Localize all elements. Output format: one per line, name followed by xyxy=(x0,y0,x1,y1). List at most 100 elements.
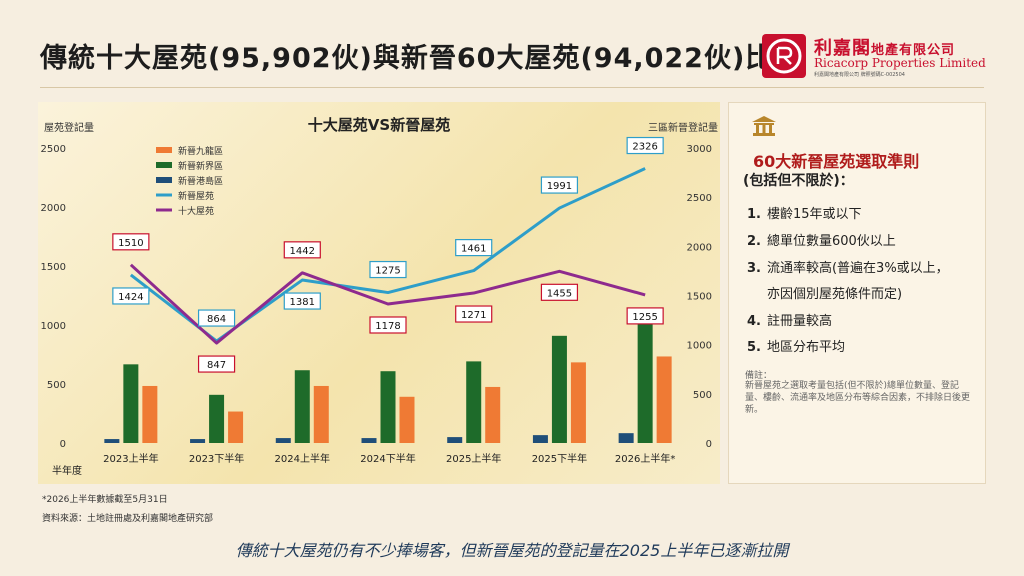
y-right-tick-label: 2500 xyxy=(687,193,712,204)
criteria-panel: 60大新晉屋苑選取準則 (包括但不限於)： 1. 樓齡15年或以下 2. 總單位數量… xyxy=(728,102,986,484)
data-label-new-estates-box xyxy=(626,136,664,155)
data-label-new-estates: 2326 xyxy=(632,142,657,153)
data-label-top-ten: 1255 xyxy=(632,312,657,323)
data-label-top-ten-box xyxy=(455,305,493,323)
note-text: 新晉屋苑之選取考量包括(但不限於)總單位數量、登記量、樓齡、流通率及地區分布等綜… xyxy=(745,381,971,415)
logo-badge-icon xyxy=(762,34,806,78)
bar-new-territories xyxy=(123,364,139,443)
logo-license: 利嘉閣地產有限公司 牌照號碼C-002504 xyxy=(814,72,905,78)
data-label-new-estates-box xyxy=(369,260,407,279)
y-left-tick-label: 0 xyxy=(60,439,66,450)
y-left-tick-label: 500 xyxy=(47,380,66,391)
logo-english-name: Ricacorp Properties Limited xyxy=(814,56,986,70)
data-label-new-estates-box xyxy=(540,176,579,194)
legend-swatch xyxy=(156,162,172,168)
y-left-tick-label: 2500 xyxy=(41,144,66,155)
bar-new-territories xyxy=(551,335,567,443)
logo-chinese-name: 利嘉閣地產有限公司 xyxy=(814,38,956,59)
data-label-new-estates-box xyxy=(197,309,236,327)
data-label-top-ten-box xyxy=(626,307,664,325)
legend-swatch xyxy=(156,147,172,153)
bar-new-territories xyxy=(209,394,225,443)
bar-hong-kong-island xyxy=(447,437,463,443)
data-label-new-estates: 1424 xyxy=(118,292,143,303)
criteria-item-continued: 亦因個別屋苑條件而定) xyxy=(767,287,903,302)
criteria-item: 3. 流通率較高(普遍在3%或以上， xyxy=(747,261,949,276)
data-label-top-ten: 1271 xyxy=(461,310,486,321)
y-right-tick-label: 1500 xyxy=(687,292,712,303)
y-left-tick-label: 2000 xyxy=(41,203,66,214)
bar-hong-kong-island xyxy=(190,439,206,443)
legend-label: 十大屋苑 xyxy=(178,205,214,217)
x-tick-label: 2025上半年 xyxy=(446,452,501,465)
criteria-item: 2. 總單位數量600伙以上 xyxy=(747,234,896,249)
bar-hong-kong-island xyxy=(532,435,548,443)
x-tick-label: 2024上半年 xyxy=(275,452,330,465)
y-axis-left-label: 屋苑登記量 xyxy=(44,121,94,134)
legend-label: 新晉新界區 xyxy=(178,160,223,172)
bar-kowloon xyxy=(656,356,672,443)
bar-kowloon xyxy=(228,411,244,443)
criteria-item: 1. 樓齡15年或以下 xyxy=(747,207,862,222)
data-label-top-ten: 1178 xyxy=(375,321,400,332)
y-right-tick-label: 0 xyxy=(706,439,712,450)
bar-hong-kong-island xyxy=(275,438,291,443)
page-title: 傳統十大屋苑(95,902伙)與新晉60大屋苑(94,022伙)比較 xyxy=(40,43,802,74)
bar-new-territories xyxy=(466,361,482,443)
y-left-tick-label: 1000 xyxy=(41,321,66,332)
source-note: 資料來源：土地註冊處及利嘉閣地產研究部 xyxy=(42,514,214,524)
data-label-new-estates: 1381 xyxy=(290,297,315,308)
y-axis-right-label: 三區新晉登記量 xyxy=(648,121,718,134)
bar-kowloon xyxy=(313,385,329,443)
data-label-top-ten-box xyxy=(369,316,407,334)
criteria-subtitle: (包括但不限於)： xyxy=(743,173,854,189)
legend-label: 新晉港島區 xyxy=(178,175,223,187)
data-label-new-estates-box xyxy=(283,292,321,310)
title-divider xyxy=(40,87,984,88)
x-tick-label: 2023下半年 xyxy=(189,452,244,465)
data-label-top-ten-box xyxy=(283,241,321,259)
x-axis-label: 半年度 xyxy=(52,464,82,477)
bottom-caption: 傳統十大屋苑仍有不少捧場客，但新晉屋苑的登記量在2025上半年已逐漸拉開 xyxy=(235,541,789,560)
data-label-top-ten-box xyxy=(197,355,236,373)
y-right-tick-label: 1000 xyxy=(687,341,712,352)
legend-label: 新晉九龍區 xyxy=(178,145,223,157)
data-label-new-estates: 1991 xyxy=(547,181,572,192)
data-label-new-estates-box xyxy=(455,239,493,257)
x-tick-label: 2024下半年 xyxy=(360,452,415,465)
x-tick-label: 2026上半年* xyxy=(615,452,675,465)
criteria-item: 5. 地區分布平均 xyxy=(747,340,845,355)
y-right-tick-label: 500 xyxy=(693,390,712,401)
data-label-top-ten: 1455 xyxy=(547,288,572,299)
combo-chart: 十大屋苑VS新晉屋苑 屋苑登記量 三區新晉登記量 0 500 1000 1500 2000 25… xyxy=(41,116,718,477)
x-tick-label: 2023上半年 xyxy=(103,452,158,465)
criteria-title: 60大新晉屋苑選取準則 xyxy=(753,152,920,171)
data-label-top-ten-box xyxy=(112,233,150,251)
bar-kowloon xyxy=(399,396,415,443)
bar-kowloon xyxy=(485,386,501,443)
chart-panel: 十大屋苑VS新晉屋苑 屋苑登記量 三區新晉登記量 0 500 1000 1500 2000 25… xyxy=(38,102,720,484)
data-label-top-ten: 1442 xyxy=(290,246,315,257)
data-label-new-estates: 1461 xyxy=(461,244,486,255)
bar-kowloon xyxy=(570,362,586,443)
data-label-top-ten: 1510 xyxy=(118,238,143,249)
bar-new-territories xyxy=(637,317,653,443)
bar-hong-kong-island xyxy=(361,438,377,443)
legend-label: 新晉屋苑 xyxy=(178,190,214,202)
note-title: 備註： xyxy=(745,371,773,381)
legend-swatch xyxy=(156,177,172,183)
line-top-ten-estates xyxy=(129,263,646,345)
data-label-new-estates: 1275 xyxy=(375,266,400,277)
building-icon xyxy=(751,115,777,141)
data-label-top-ten: 847 xyxy=(207,360,226,371)
y-left-tick-label: 1500 xyxy=(41,262,66,273)
bar-kowloon xyxy=(142,385,158,443)
bar-new-territories xyxy=(294,370,310,443)
chart-title: 十大屋苑VS新晉屋苑 xyxy=(308,116,450,134)
y-right-tick-label: 2000 xyxy=(687,242,712,253)
y-right-tick-label: 3000 xyxy=(687,144,712,155)
footnote: *2026上半年數據截至5月31日 xyxy=(42,495,168,505)
x-tick-label: 2025下半年 xyxy=(532,452,587,465)
bar-new-territories xyxy=(380,371,396,443)
bar-hong-kong-island xyxy=(618,433,634,443)
